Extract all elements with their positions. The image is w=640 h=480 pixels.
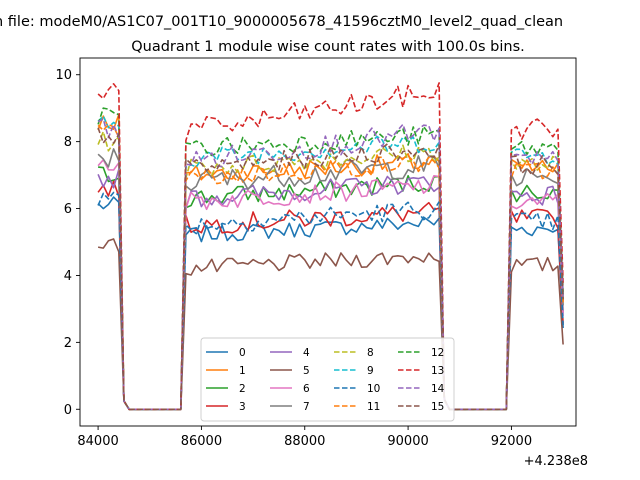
plot-frame (79, 57, 577, 427)
legend-label-4: 4 (303, 347, 310, 359)
x-offset-label: +4.238e8 (524, 454, 588, 469)
legend-label-2: 2 (239, 383, 246, 395)
x-tick-label: 88000 (284, 434, 325, 449)
series-layer (97, 82, 564, 411)
legend-label-8: 8 (367, 347, 374, 359)
legend-box (200, 337, 455, 422)
chart-suptitle: n file: modeM0/AS1C07_001T10_9000005678_… (0, 14, 563, 30)
legend-label-14: 14 (431, 383, 445, 395)
y-tick-label: 10 (55, 68, 72, 83)
y-tick-label: 6 (64, 202, 72, 217)
legend-label-11: 11 (367, 401, 380, 413)
x-axis: 84000 86000 88000 90000 92000 (77, 426, 532, 449)
x-tick-label: 90000 (387, 434, 428, 449)
legend-label-5: 5 (303, 365, 310, 377)
legend-label-13: 13 (431, 365, 444, 377)
legend-label-12: 12 (431, 347, 444, 359)
x-tick-label: 86000 (181, 434, 222, 449)
y-tick-label: 4 (64, 269, 72, 284)
chart-title: Quadrant 1 module wise count rates with … (131, 39, 525, 55)
legend-label-7: 7 (303, 401, 310, 413)
legend-label-10: 10 (367, 383, 380, 395)
y-tick-label: 2 (64, 336, 72, 351)
y-tick-label: 8 (64, 135, 72, 150)
legend-label-15: 15 (431, 401, 444, 413)
x-tick-label: 92000 (491, 434, 532, 449)
legend-label-0: 0 (239, 347, 246, 359)
x-tick-label: 84000 (77, 434, 118, 449)
y-tick-label: 0 (64, 403, 72, 418)
series-line-14 (97, 118, 564, 411)
y-axis: 0 2 4 6 8 10 (55, 68, 80, 418)
legend-label-9: 9 (367, 365, 374, 377)
legend-label-1: 1 (239, 365, 246, 377)
legend-label-3: 3 (239, 401, 246, 413)
legend-label-6: 6 (303, 383, 310, 395)
